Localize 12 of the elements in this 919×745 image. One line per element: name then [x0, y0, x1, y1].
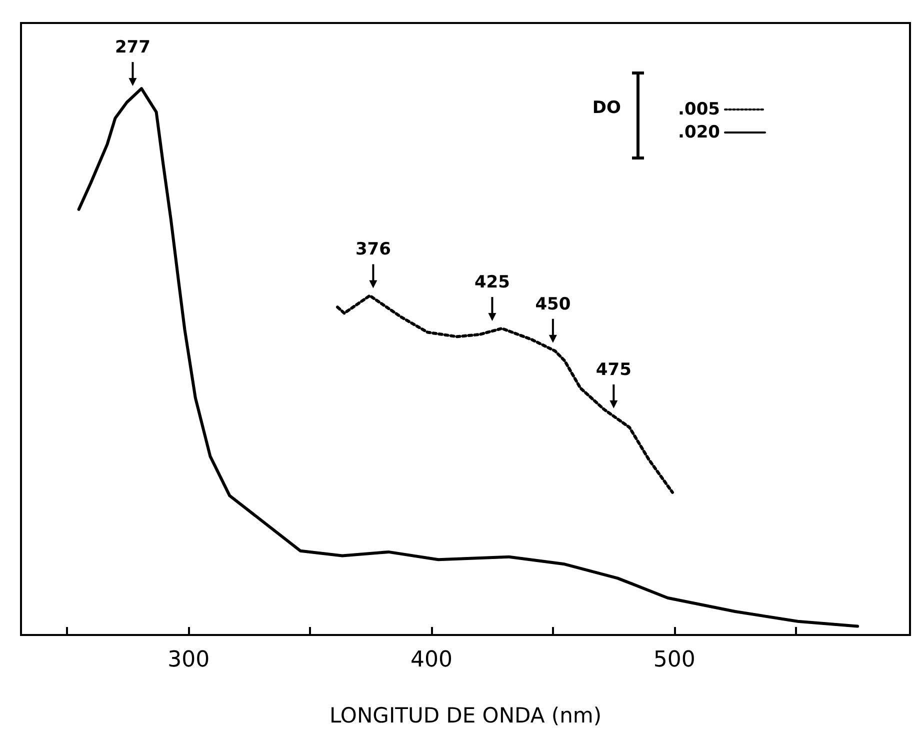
x-tick-label: 400 — [410, 648, 452, 672]
legend-title: DO — [592, 98, 621, 118]
annotation: 450 — [535, 294, 571, 314]
legend-label: .005 — [678, 100, 720, 120]
x-tick-label: 300 — [168, 648, 210, 672]
annotation: 425 — [474, 272, 510, 292]
annotation: 475 — [596, 360, 632, 380]
x-tick-label: 500 — [653, 648, 696, 672]
annotation: 376 — [355, 240, 391, 260]
annotation: 277 — [114, 38, 150, 58]
x-axis-title: LONGITUD DE ONDA (nm) — [329, 704, 602, 728]
legend-label: .020 — [678, 122, 720, 142]
